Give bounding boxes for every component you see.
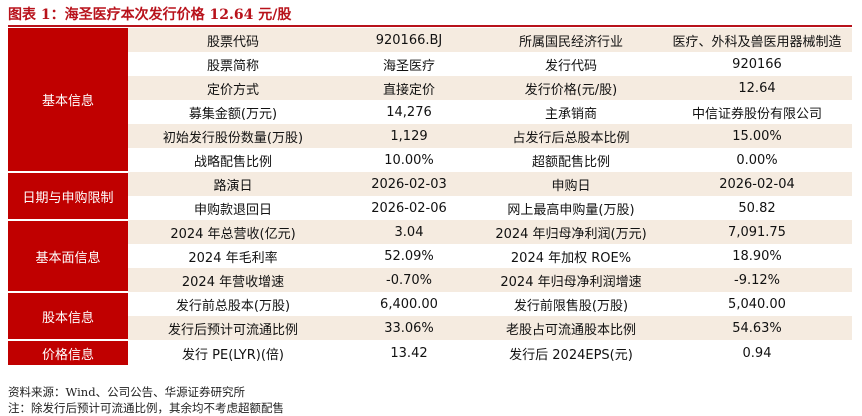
table-cell: 2024 年毛利率 xyxy=(188,250,278,266)
table-row: 发行后预计可流通比例 33.06% 老股占可流通股本比例 54.63% xyxy=(8,316,852,340)
table-cell: 发行价格(元/股) xyxy=(480,76,662,100)
table-row: 初始发行股份数量(万股) 1,129 占发行后总股本比例 15.00% xyxy=(8,124,852,148)
table-cell: 5,040.00 xyxy=(728,296,786,312)
table-row: 申购款退回日 2026-02-06 网上最高申购量(万股) 50.82 xyxy=(8,196,852,220)
table-cell: 12.64 xyxy=(662,76,852,100)
table-cell: 2026-02-04 xyxy=(662,172,852,196)
table-row: 股票简称 海圣医疗 发行代码 920166 xyxy=(8,52,852,76)
table-cell: 920166.BJ xyxy=(338,28,480,52)
group-label: 日期与申购限制 xyxy=(8,172,128,221)
table-row: 定价方式 直接定价 发行价格(元/股) 12.64 xyxy=(8,76,852,100)
table-cell: 2024 年加权 ROE% xyxy=(510,250,632,266)
table-body: 基本信息 股票代码 920166.BJ 所属国民经济行业 医疗、外科及兽医用器械制造 股票… xyxy=(8,28,852,367)
table-row: 基本面信息 2024 年总营收(亿元) 3.04 2024 年归母净利润(万元) 7,0… xyxy=(8,220,852,293)
table-cell: 战略配售比例 xyxy=(193,154,272,170)
table-cell: 发行后预计可流通比例 xyxy=(128,316,338,340)
table-cell: 2024 年归母净利润增速 xyxy=(480,268,662,292)
table-row: 基本信息 股票代码 920166.BJ 所属国民经济行业 医疗、外科及兽医用器械制造 xyxy=(8,28,852,173)
table-cell: 50.82 xyxy=(738,200,776,216)
source-note: 资料来源：Wind、公司公告、华源证券研究所 xyxy=(8,385,246,399)
group-label: 股本信息 xyxy=(8,292,128,341)
table-cell: 6,400.00 xyxy=(380,296,438,312)
table-cell: 股票简称 xyxy=(206,58,259,74)
table-cell: 2026-02-03 xyxy=(338,172,480,196)
table-row: 股本信息 发行前总股本(万股) 6,400.00 发行前限售股(万股) 5,040.00 xyxy=(8,292,852,341)
table-cell: 发行后 2024EPS(元) xyxy=(509,347,633,363)
table-cell: 发行 PE(LYR)(倍) xyxy=(182,347,284,363)
table-cell: 15.00% xyxy=(662,124,852,148)
table-row: 价格信息 发行 PE(LYR)(倍) 13.42 发行后 2024EPS(元) 0.94 xyxy=(8,340,852,367)
table-row: 2024 年毛利率 52.09% 2024 年加权 ROE% 18.90% xyxy=(8,244,852,268)
table-cell: 路演日 xyxy=(128,172,338,196)
table-cell: 2026-02-06 xyxy=(371,200,447,216)
table-cell: 10.00% xyxy=(384,152,434,168)
table-cell: 申购日 xyxy=(480,172,662,196)
table-cell: 所属国民经济行业 xyxy=(480,28,662,52)
table-cell: 3.04 xyxy=(338,220,480,244)
table-cell: 募集金额(万元) xyxy=(188,106,278,122)
table-row: 2024 年营收增速 -0.70% 2024 年归母净利润增速 -9.12% xyxy=(8,268,852,292)
table-cell: 定价方式 xyxy=(128,76,338,100)
table-cell: 占发行后总股本比例 xyxy=(480,124,662,148)
table-cell: 13.42 xyxy=(390,345,428,361)
table-row: 日期与申购限制 路演日 2026-02-03 申购日 2026-02-04 xyxy=(8,172,852,221)
title-rule xyxy=(8,25,852,27)
table-cell: 发行前限售股(万股) xyxy=(513,298,629,314)
table-cell: 初始发行股份数量(万股) xyxy=(128,124,338,148)
table-cell: 33.06% xyxy=(338,316,480,340)
table-row: 战略配售比例 10.00% 超额配售比例 0.00% xyxy=(8,148,852,172)
table-cell: 1,129 xyxy=(338,124,480,148)
table-cell: 直接定价 xyxy=(338,76,480,100)
table-cell: 0.00% xyxy=(736,152,778,168)
table-cell: 920166 xyxy=(732,56,782,72)
table-cell: 网上最高申购量(万股) xyxy=(507,202,635,218)
table-cell: 52.09% xyxy=(384,248,434,264)
issue-table: 基本信息 股票代码 920166.BJ 所属国民经济行业 医疗、外科及兽医用器械制造 股票… xyxy=(8,28,852,367)
table-cell: -9.12% xyxy=(662,268,852,292)
table-cell: 发行代码 xyxy=(544,58,597,74)
table-cell: 医疗、外科及兽医用器械制造 xyxy=(662,28,852,52)
footnote: 注：除发行后预计可流通比例，其余均不考虑超额配售 xyxy=(8,401,284,415)
group-label: 价格信息 xyxy=(8,340,128,367)
table-cell: 2024 年总营收(亿元) xyxy=(128,220,338,244)
table-cell: 54.63% xyxy=(662,316,852,340)
table-cell: 中信证券股份有限公司 xyxy=(691,106,822,122)
group-label: 基本信息 xyxy=(8,28,128,173)
table-cell: 7,091.75 xyxy=(662,220,852,244)
table-cell: 2024 年营收增速 xyxy=(128,268,338,292)
table-cell: 14,276 xyxy=(386,104,432,120)
table-cell: 超额配售比例 xyxy=(531,154,610,170)
table-cell: 0.94 xyxy=(742,345,772,361)
table-cell: 2024 年归母净利润(万元) xyxy=(480,220,662,244)
table-cell: 海圣医疗 xyxy=(382,58,435,74)
table-cell: -0.70% xyxy=(338,268,480,292)
table-cell: 老股占可流通股本比例 xyxy=(480,316,662,340)
table-cell: 18.90% xyxy=(732,248,782,264)
table-cell: 申购款退回日 xyxy=(193,202,272,218)
table-cell: 主承销商 xyxy=(544,106,597,122)
table-cell: 发行前总股本(万股) xyxy=(175,298,291,314)
table-row: 募集金额(万元) 14,276 主承销商 中信证券股份有限公司 xyxy=(8,100,852,124)
group-label: 基本面信息 xyxy=(8,220,128,293)
title: 图表 1：海圣医疗本次发行价格 12.64 元/股 xyxy=(8,7,292,23)
table-cell: 股票代码 xyxy=(128,28,338,52)
